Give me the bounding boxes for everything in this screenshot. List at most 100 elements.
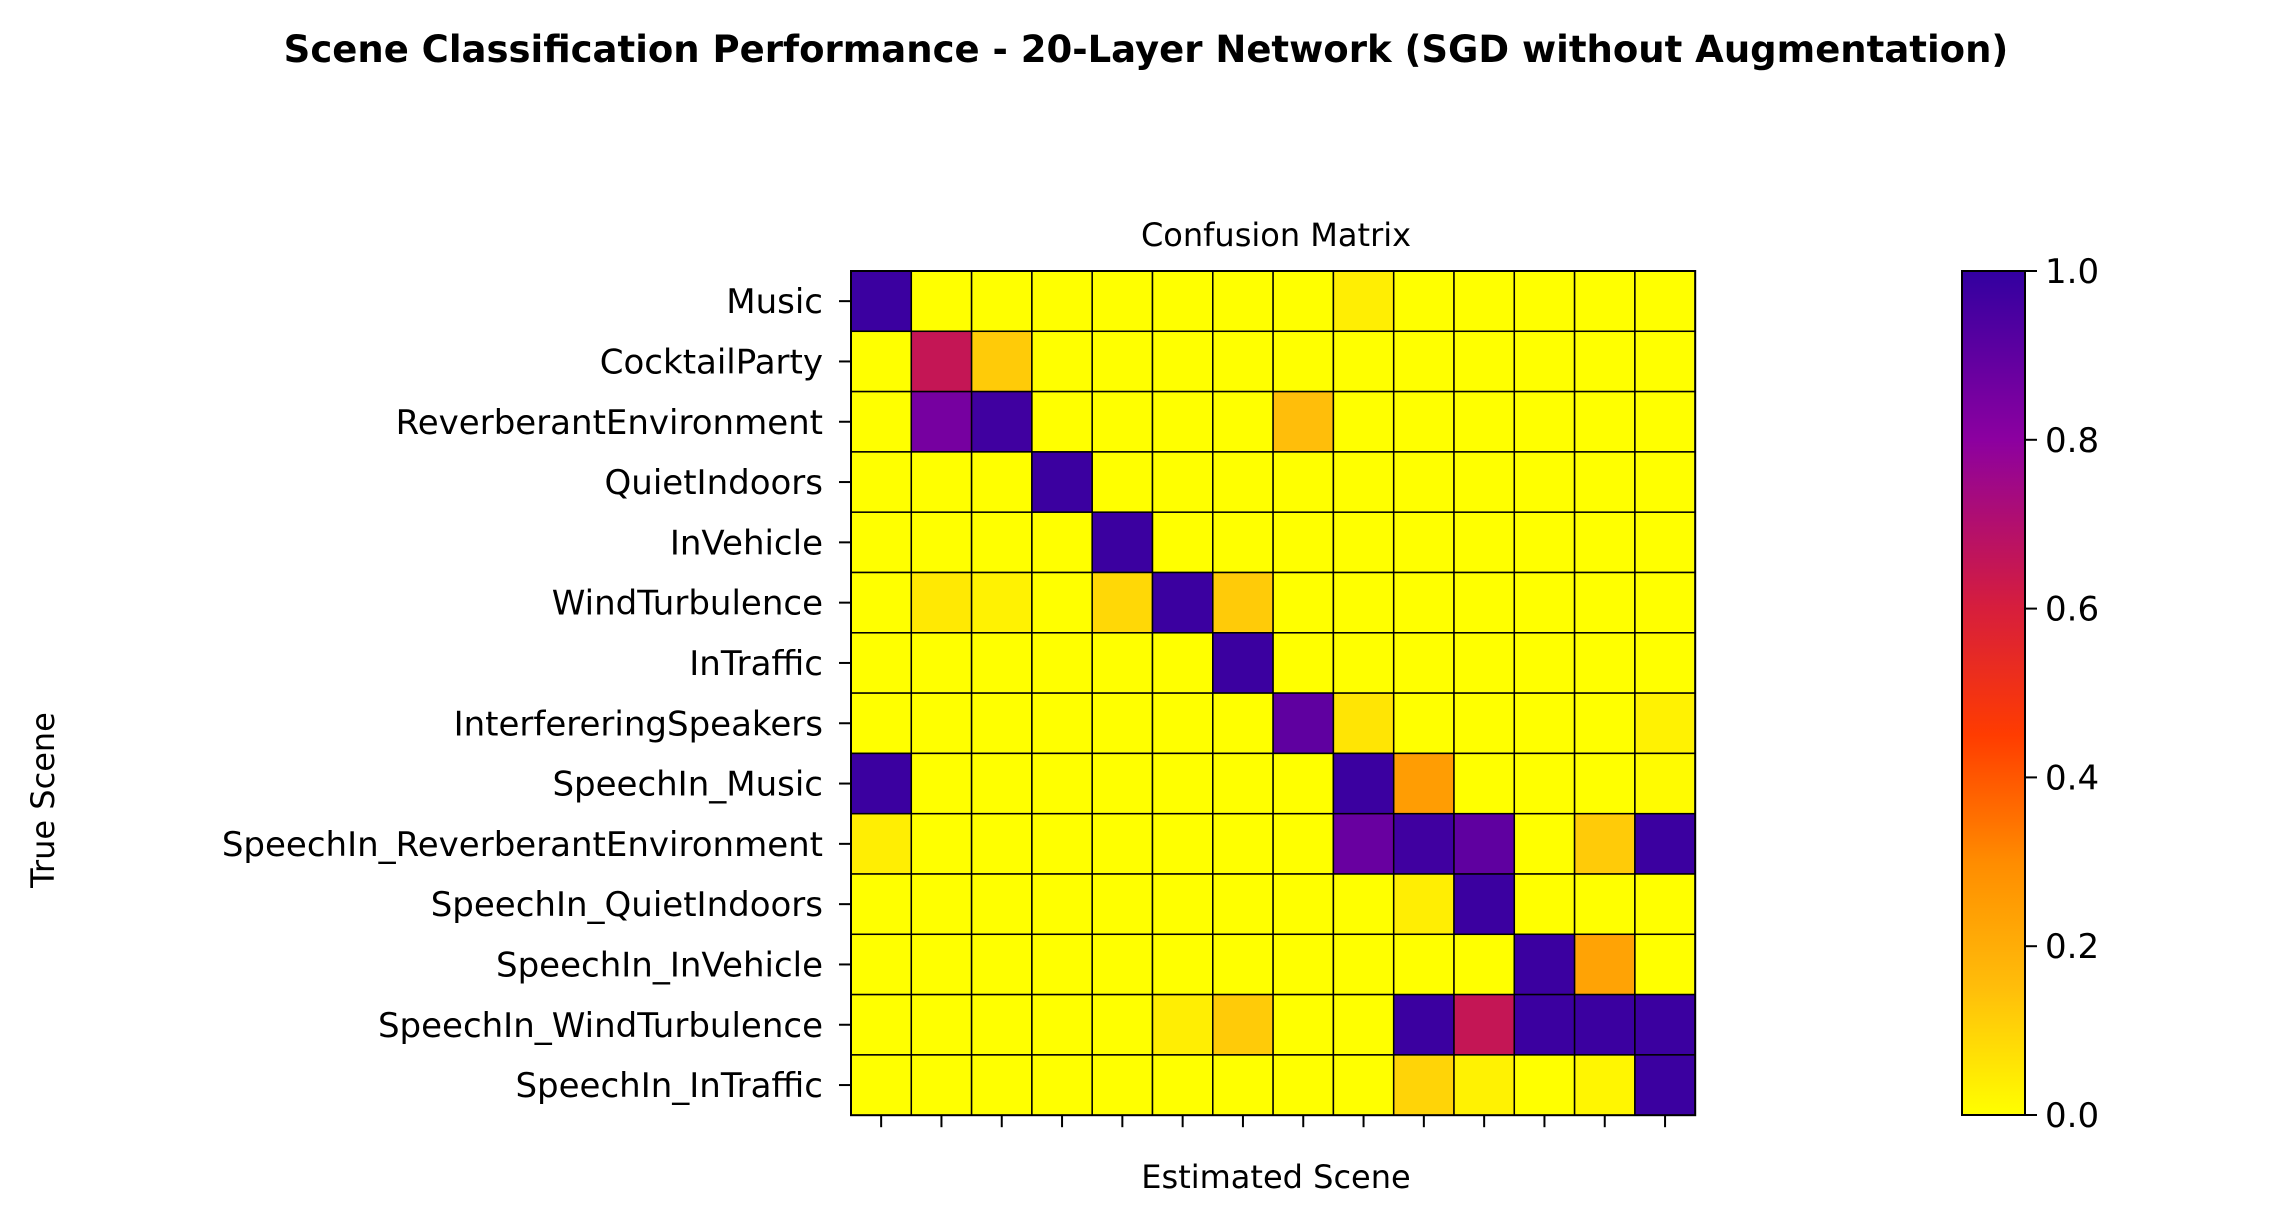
matrix-cell-r0-c6 <box>1212 270 1274 333</box>
matrix-cell-r11-c4 <box>1091 933 1154 996</box>
matrix-cell-r5-c6 <box>1212 571 1274 634</box>
matrix-frame <box>850 270 1697 1117</box>
matrix-cell-r13-c9 <box>1392 1054 1455 1116</box>
matrix-cell-r8-c6 <box>1212 752 1274 815</box>
matrix-cell-r13-c1 <box>910 1054 973 1116</box>
matrix-cell-r13-c8 <box>1332 1054 1395 1116</box>
matrix-cell-r11-c11 <box>1513 933 1576 996</box>
matrix-cell-r3-c4 <box>1091 451 1154 513</box>
matrix-cell-r0-c4 <box>1091 270 1154 333</box>
matrix-cell-r0-c9 <box>1392 270 1455 333</box>
matrix-cell-r7-c13 <box>1634 692 1696 755</box>
matrix-cell-r10-c10 <box>1453 873 1516 936</box>
matrix-cell-r9-c1 <box>910 812 973 875</box>
x-axis-label: Estimated Scene <box>1141 1158 1410 1196</box>
matrix-cell-r7-c1 <box>910 692 973 755</box>
matrix-cell-r12-c0 <box>850 993 913 1056</box>
matrix-cell-r11-c10 <box>1453 933 1516 996</box>
matrix-cell-r2-c10 <box>1453 390 1516 453</box>
matrix-cell-r6-c6 <box>1212 632 1274 694</box>
matrix-cell-r7-c2 <box>970 692 1033 755</box>
matrix-cell-r12-c2 <box>970 993 1033 1056</box>
matrix-cell-r6-c11 <box>1513 632 1576 694</box>
matrix-cell-r9-c13 <box>1634 812 1696 875</box>
matrix-cell-r3-c1 <box>910 451 973 513</box>
matrix-cell-r11-c9 <box>1392 933 1455 996</box>
matrix-cell-r4-c5 <box>1151 511 1214 574</box>
row-label: ReverberantEnvironment <box>396 403 823 443</box>
matrix-cell-r9-c0 <box>850 812 913 875</box>
matrix-cell-r13-c7 <box>1272 1054 1335 1116</box>
matrix-cell-r8-c13 <box>1634 752 1696 815</box>
matrix-cell-r0-c0 <box>850 270 913 333</box>
matrix-cell-r9-c11 <box>1513 812 1576 875</box>
matrix-cell-r3-c11 <box>1513 451 1576 513</box>
matrix-cell-r0-c2 <box>970 270 1033 333</box>
matrix-cell-r6-c5 <box>1151 632 1214 694</box>
matrix-cell-r10-c5 <box>1151 873 1214 936</box>
matrix-cell-r2-c7 <box>1272 390 1335 453</box>
matrix-cell-r0-c3 <box>1031 270 1093 333</box>
matrix-cell-r4-c12 <box>1573 511 1636 574</box>
matrix-cell-r8-c0 <box>850 752 913 815</box>
matrix-cell-r1-c8 <box>1332 330 1395 393</box>
matrix-cell-r13-c12 <box>1573 1054 1636 1116</box>
matrix-cell-r10-c0 <box>850 873 913 936</box>
row-label: SpeechIn_Music <box>552 765 823 805</box>
matrix-cell-r1-c13 <box>1634 330 1696 393</box>
colorbar-tick-label: 0.4 <box>2045 758 2099 798</box>
matrix-cell-r12-c4 <box>1091 993 1154 1056</box>
matrix-cell-r3-c5 <box>1151 451 1214 513</box>
row-label: SpeechIn_ReverberantEnvironment <box>222 825 823 865</box>
matrix-cell-r5-c2 <box>970 571 1033 634</box>
matrix-cell-r3-c3 <box>1031 451 1093 513</box>
matrix-cell-r10-c11 <box>1513 873 1576 936</box>
matrix-cell-r12-c3 <box>1031 993 1093 1056</box>
matrix-cell-r8-c7 <box>1272 752 1335 815</box>
row-label: SpeechIn_WindTurbulence <box>378 1006 823 1046</box>
matrix-cell-r13-c6 <box>1212 1054 1274 1116</box>
matrix-cell-r8-c3 <box>1031 752 1093 815</box>
matrix-cell-r1-c7 <box>1272 330 1335 393</box>
matrix-cell-r6-c4 <box>1091 632 1154 694</box>
matrix-cell-r12-c9 <box>1392 993 1455 1056</box>
matrix-cell-r12-c13 <box>1634 993 1696 1056</box>
matrix-cell-r5-c5 <box>1151 571 1214 634</box>
colorbar-tick-label: 0.0 <box>2045 1096 2099 1136</box>
matrix-cell-r2-c12 <box>1573 390 1636 453</box>
row-labels: Music CocktailParty ReverberantEnvironment… <box>222 282 851 1106</box>
matrix-cell-r6-c12 <box>1573 632 1636 694</box>
matrix-cell-r6-c9 <box>1392 632 1455 694</box>
matrix-cell-r10-c2 <box>970 873 1033 936</box>
matrix-cell-r3-c7 <box>1272 451 1335 513</box>
matrix-cell-r10-c6 <box>1212 873 1274 936</box>
matrix-cell-r7-c4 <box>1091 692 1154 755</box>
matrix-cell-r9-c8 <box>1332 812 1395 875</box>
matrix-cell-r7-c9 <box>1392 692 1455 755</box>
matrix-cell-r7-c6 <box>1212 692 1274 755</box>
colorbar: 0.0 0.2 0.4 0.6 0.8 1.0 <box>1961 252 2099 1136</box>
matrix-cell-r13-c13 <box>1634 1054 1696 1116</box>
matrix-cell-r3-c2 <box>970 451 1033 513</box>
matrix-cell-r5-c8 <box>1332 571 1395 634</box>
matrix-cell-r12-c5 <box>1151 993 1214 1056</box>
matrix-cell-r11-c12 <box>1573 933 1636 996</box>
matrix-cell-r8-c2 <box>970 752 1033 815</box>
matrix-cell-r0-c13 <box>1634 270 1696 333</box>
y-axis-label: True Scene <box>24 712 62 889</box>
matrix-cell-r13-c5 <box>1151 1054 1214 1116</box>
matrix-cell-r8-c5 <box>1151 752 1214 815</box>
matrix-cell-r13-c0 <box>850 1054 913 1116</box>
matrix-cell-r9-c5 <box>1151 812 1214 875</box>
colorbar-ticks: 0.0 0.2 0.4 0.6 0.8 1.0 <box>2025 252 2099 1136</box>
matrix-cell-r11-c7 <box>1272 933 1335 996</box>
matrix-cell-r5-c11 <box>1513 571 1576 634</box>
matrix-cell-r2-c8 <box>1332 390 1395 453</box>
matrix-cell-r1-c9 <box>1392 330 1455 393</box>
x-axis-ticks <box>880 1115 1667 1128</box>
matrix-cell-r0-c12 <box>1573 270 1636 333</box>
matrix-cell-r6-c8 <box>1332 632 1395 694</box>
matrix-cell-r12-c10 <box>1453 993 1516 1056</box>
matrix-cell-r6-c0 <box>850 632 913 694</box>
